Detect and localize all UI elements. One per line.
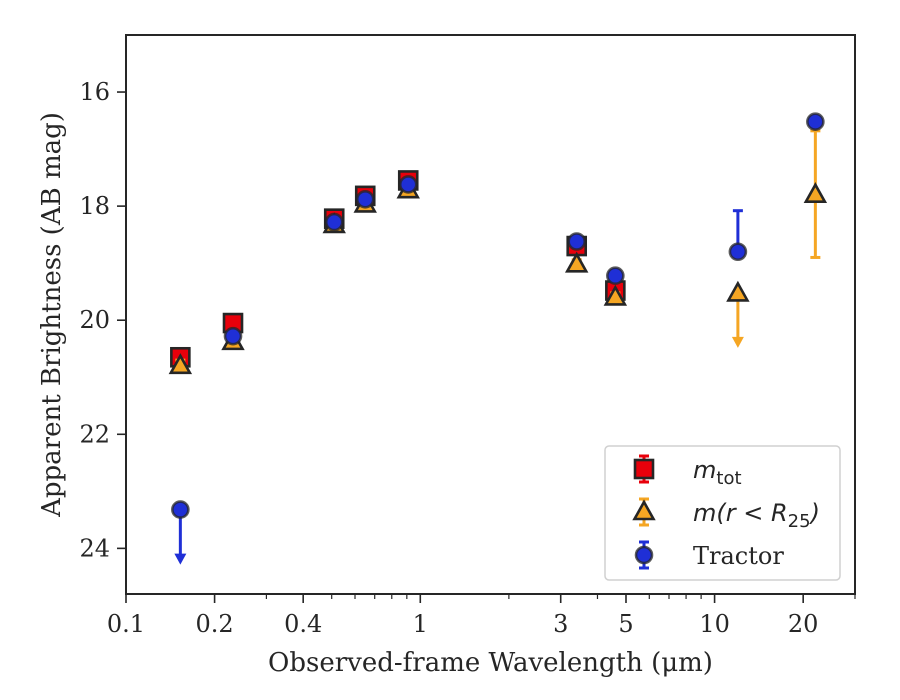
y-tick-label: 22: [79, 420, 110, 448]
legend: mtot m(r < R25) Tractor: [604, 445, 841, 581]
data-marks: [168, 112, 828, 565]
y-tick-label: 20: [79, 306, 110, 334]
data-point: [567, 232, 587, 251]
y-axis-label: Apparent Brightness (AB mag): [37, 112, 67, 518]
x-tick-label: 0.1: [107, 610, 145, 638]
x-axis-label: Observed-frame Wavelength (μm): [268, 648, 713, 678]
marker-triangle: [168, 353, 193, 375]
marker-triangle: [803, 182, 828, 204]
marker-circle: [355, 189, 375, 209]
x-tick-label: 10: [699, 610, 730, 638]
x-tick-label: 1: [413, 610, 428, 638]
upper-limit-arrow: [731, 336, 744, 348]
data-point: [726, 280, 750, 348]
data-point: [564, 251, 589, 273]
legend-entry: Tractor: [634, 540, 784, 570]
y-axis: 16 18 20 22 24: [79, 78, 126, 562]
marker-triangle: [603, 284, 628, 306]
y-tick-label: 18: [79, 192, 110, 220]
data-point: [324, 212, 344, 232]
marker-circle: [728, 242, 748, 262]
data-point: [223, 326, 243, 346]
y-tick-label: 16: [79, 78, 110, 106]
legend-label: mtot: [693, 456, 742, 489]
legend-entry: mtot: [633, 454, 742, 489]
data-point: [806, 112, 825, 132]
marker-circle: [398, 175, 418, 194]
data-point: [355, 189, 375, 209]
x-tick-label: 20: [788, 610, 819, 638]
legend-box: [604, 445, 841, 581]
legend-marker: [632, 499, 656, 521]
data-point: [728, 209, 748, 262]
data-point: [803, 129, 828, 259]
x-tick-label: 5: [618, 610, 633, 638]
data-point: [603, 284, 628, 306]
legend-marker: [633, 458, 655, 480]
data-point: [606, 266, 625, 286]
x-tick-label: 3: [553, 610, 568, 638]
marker-triangle: [726, 280, 750, 302]
x-tick-label: 0.4: [284, 610, 322, 638]
legend-entry: m(r < R25): [632, 497, 820, 532]
legend-label: Tractor: [693, 542, 784, 570]
marker-circle: [606, 266, 625, 286]
x-tick-label: 0.2: [196, 610, 234, 638]
x-axis: 0.1 0.2 0.4 1 3 5 10 20: [107, 594, 856, 638]
data-point: [168, 353, 193, 375]
series-circle: [171, 112, 825, 565]
upper-limit-arrow: [174, 553, 187, 565]
marker-triangle: [564, 251, 589, 273]
marker-circle: [324, 212, 344, 232]
y-tick-label: 24: [79, 534, 110, 562]
marker-circle: [567, 232, 587, 251]
legend-label: m(r < R25): [693, 499, 820, 532]
data-point: [398, 175, 418, 194]
marker-circle: [223, 326, 243, 346]
marker-circle: [806, 112, 825, 132]
plot-frame: [125, 34, 856, 595]
data-point: [171, 500, 190, 565]
marker-circle: [171, 500, 190, 519]
legend-marker: [634, 545, 654, 565]
